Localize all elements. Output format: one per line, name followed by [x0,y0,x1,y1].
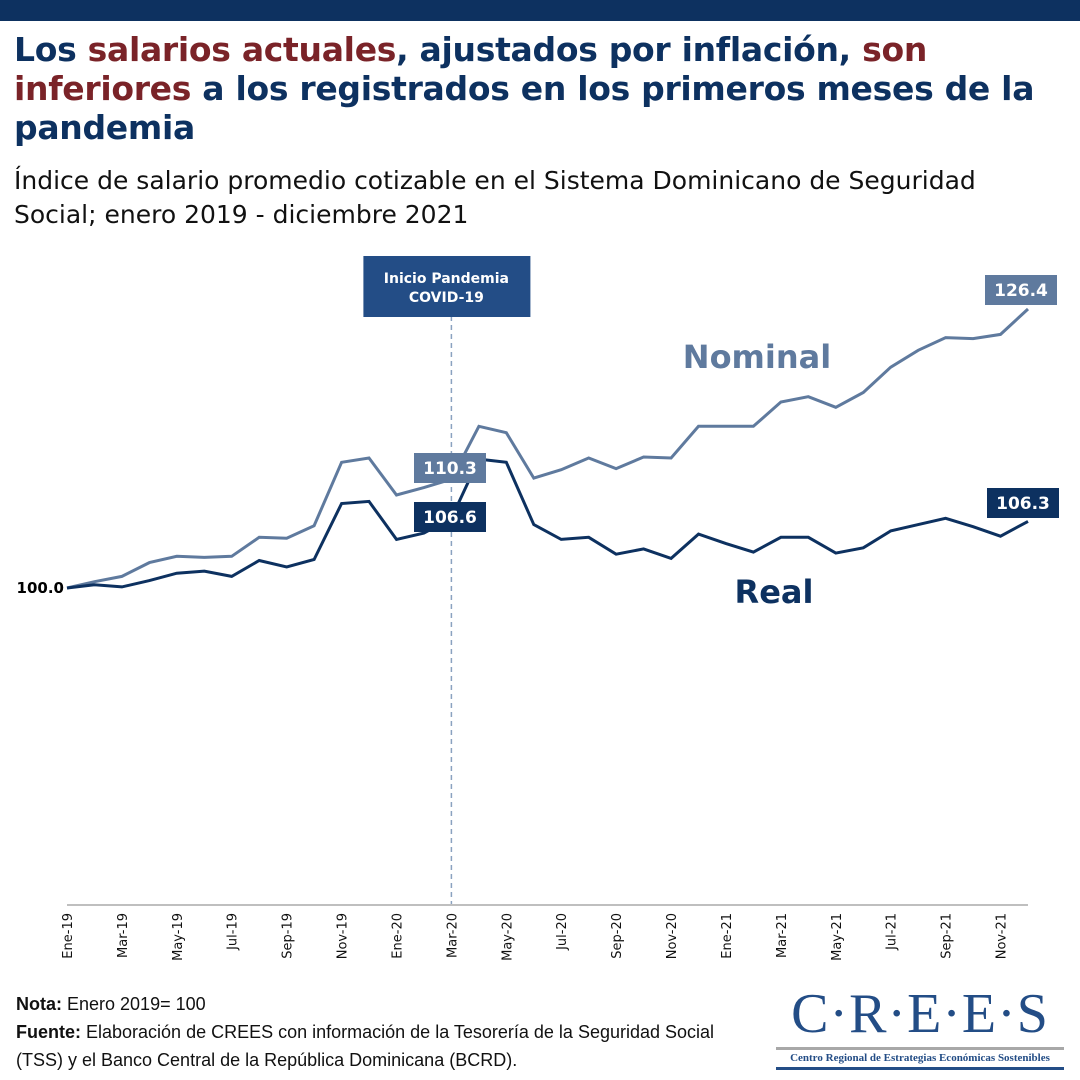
note-label: Nota: [16,994,62,1014]
pandemic-annotation-box [363,256,531,317]
x-tick-label: May-20 [500,913,515,961]
data-labels: 110.3 106.6 126.4 106.3 100.0 [17,275,1059,597]
data-label-real: 106.6 [423,508,477,528]
title-highlight: son inferiores [14,30,928,108]
data-label-box-nominal [414,453,486,483]
x-tick-label: Sep-19 [281,913,296,959]
x-tick-label: Jul-20 [555,913,570,951]
chart-subtitle: Índice de salario promedio cotizable en … [14,166,976,229]
x-tick-label: Nov-19 [336,913,351,959]
line-chart: Inicio Pandemia COVID-19 Ene-19 Mar-19 May… [17,256,1059,961]
x-tick-label: May-19 [171,913,186,961]
series-label-real: Real [735,573,814,611]
pandemic-annotation-line2: COVID-19 [409,290,484,306]
x-axis-tick-labels: Ene-19 Mar-19 May-19 Jul-19 Sep-19 Nov-19 Ene-… [61,913,1010,961]
note-text: Enero 2019= 100 [62,994,206,1014]
series-label-nominal: Nominal [683,338,831,376]
footer-notes: Nota: Enero 2019= 100 Fuente: Elaboració… [16,990,766,1074]
source-line: Fuente: Elaboración de CREES con informa… [16,1018,766,1074]
title-highlight: salarios actuales [87,30,397,69]
source-text: Elaboración de CREES con información de … [16,1022,715,1070]
title-part: Los [14,30,88,69]
x-tick-label: Jul-21 [885,913,900,951]
x-tick-label: Ene-21 [720,913,735,959]
data-points [67,309,1028,588]
logo-wordmark: C·R·E·E·S [791,983,1049,1045]
x-tick-label: Mar-19 [116,913,131,958]
series-line-nominal [66,307,1030,590]
x-tick-label: Mar-20 [445,913,460,958]
logo-tagline: Centro Regional de Estrategias Económica… [790,1052,1050,1064]
source-label: Fuente: [16,1022,81,1042]
title-part: , ajustados por inflación, [396,30,863,69]
logo-divider-bottom [776,1067,1064,1070]
x-tick-label: Mar-21 [775,913,790,958]
x-tick-label: May-21 [830,913,845,961]
top-banner [0,0,1080,21]
x-tick-label: Jul-19 [226,913,241,951]
x-tick-label: Nov-21 [995,913,1010,959]
pandemic-annotation: Inicio Pandemia COVID-19 [363,256,531,905]
crees-logo: C·R·E·E·S Centro Regional de Estrategias… [776,983,1064,1072]
title-part: a los registrados en los primeros meses … [14,69,1035,147]
x-tick-label: Sep-20 [610,913,625,959]
pandemic-annotation-line1: Inicio Pandemia [384,271,509,287]
data-label-start: 100.0 [17,579,64,597]
series-line-real [66,457,1029,590]
data-label-box-real [414,502,486,532]
chart-title: Los salarios actuales, ajustados por inf… [14,30,1074,147]
x-tick-label: Ene-20 [390,913,405,959]
data-label-box-nominal [985,275,1057,305]
x-tick-label: Ene-19 [61,913,76,959]
x-tick-label: Sep-21 [940,913,955,959]
data-label-box-real [987,488,1059,518]
logo-divider-top [776,1047,1064,1050]
x-tick-label: Nov-20 [665,913,680,959]
data-label-nominal: 126.4 [994,281,1048,301]
data-label-real: 106.3 [996,494,1050,514]
data-label-nominal: 110.3 [423,459,477,479]
note-line: Nota: Enero 2019= 100 [16,990,766,1018]
